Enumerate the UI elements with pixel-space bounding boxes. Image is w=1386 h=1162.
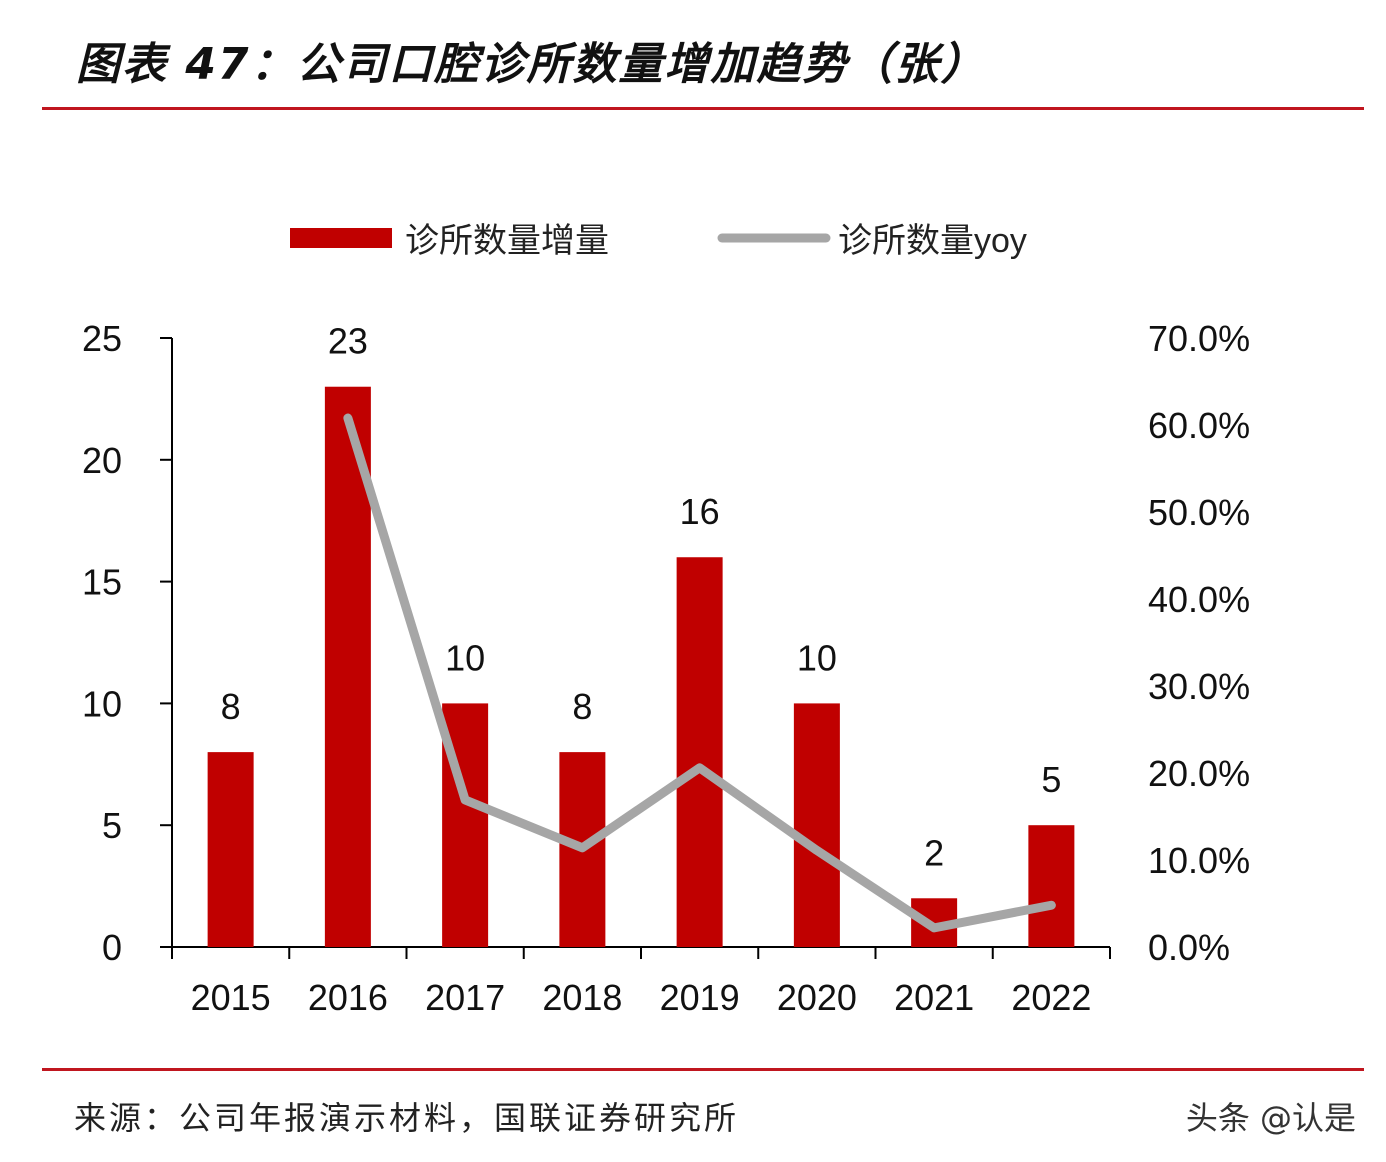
right-tick-label: 20.0% (1148, 753, 1250, 794)
bar-value-label: 16 (680, 491, 720, 532)
left-tick-label: 0 (102, 927, 122, 968)
x-tick-label: 2022 (1011, 977, 1091, 1018)
x-tick-label: 2020 (777, 977, 857, 1018)
x-tick-label: 2021 (894, 977, 974, 1018)
bar-value-label: 2 (924, 832, 944, 873)
left-tick-label: 5 (102, 805, 122, 846)
bar-value-label: 23 (328, 321, 368, 362)
bar-2019 (676, 557, 723, 947)
left-tick-label: 20 (82, 440, 122, 481)
footer-rule (42, 1068, 1364, 1071)
bar-value-label: 10 (797, 637, 837, 678)
right-tick-label: 0.0% (1148, 927, 1230, 968)
chart-title: 图表 47：公司口腔诊所数量增加趋势（张） (76, 39, 987, 90)
right-tick-label: 50.0% (1148, 492, 1250, 533)
bar-value-label: 5 (1041, 759, 1061, 800)
title-rule (42, 107, 1364, 110)
left-tick-label: 25 (82, 318, 122, 359)
legend-bar-swatch (290, 228, 392, 248)
x-tick-label: 2017 (425, 977, 505, 1018)
bar-value-label: 8 (572, 686, 592, 727)
bar-2022 (1028, 825, 1075, 947)
bar-value-label: 10 (445, 637, 485, 678)
x-tick-label: 2016 (308, 977, 388, 1018)
x-tick-label: 2015 (191, 977, 271, 1018)
bar-value-label: 8 (221, 686, 241, 727)
legend-line-label: 诊所数量yoy (838, 222, 1027, 260)
legend: 诊所数量增量 诊所数量yoy (290, 222, 1027, 260)
bar-2020 (793, 703, 840, 947)
x-tick-label: 2018 (542, 977, 622, 1018)
watermark: 头条 @认是 (1185, 1099, 1356, 1137)
source-note: 来源：公司年报演示材料，国联证券研究所 (74, 1099, 740, 1137)
right-tick-label: 40.0% (1148, 579, 1250, 620)
bar-2015 (207, 752, 254, 947)
legend-bar-label: 诊所数量增量 (405, 222, 609, 260)
right-tick-label: 70.0% (1148, 318, 1250, 359)
right-tick-label: 30.0% (1148, 666, 1250, 707)
left-tick-label: 15 (82, 562, 122, 603)
left-tick-label: 10 (82, 683, 122, 724)
right-tick-label: 60.0% (1148, 405, 1250, 446)
x-tick-label: 2019 (660, 977, 740, 1018)
right-tick-label: 10.0% (1148, 840, 1250, 881)
